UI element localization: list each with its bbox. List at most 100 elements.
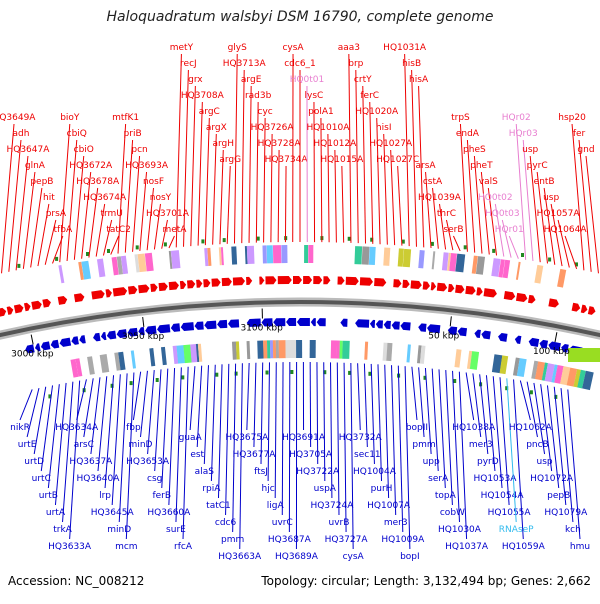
cog-block-reverse [310,340,316,358]
bottom-leader-line [371,364,374,464]
reverse-gene-arrow [204,321,217,330]
top-gene-label: cysA [282,43,304,53]
forward-gene-arrow [150,283,158,292]
bottom-leader-line [385,365,389,498]
reverse-gene-arrow [71,336,79,345]
top-leader-line [125,140,132,253]
bottom-leader-line [247,363,249,430]
bottom-gene-label: HQ1030A [438,525,482,535]
reverse-gene-arrow [340,319,347,327]
cog-block-forward [369,247,376,265]
bottom-gene-label: HQ3724A [310,501,354,511]
bottom-leader-line [105,375,113,488]
cog-block-forward [455,254,465,273]
bottom-gene-label: guaA [179,433,203,443]
rna-marker [136,245,139,249]
bottom-gene-label: HQ1072A [530,474,574,484]
top-gene-label: gnd [577,145,594,155]
top-gene-label: mtfK1 [112,113,139,123]
rna-marker [290,370,293,374]
bottom-gene-label: HQ1055A [488,508,532,518]
bottom-gene-label: kch [565,525,581,535]
top-leader-line [169,236,174,248]
top-leader-line [249,86,251,243]
top-gene-label: usp [543,193,559,203]
top-gene-label: pheT [470,161,493,171]
top-gene-label: argC [199,107,220,117]
cog-block-forward [273,245,281,263]
cog-block-forward [262,245,266,263]
top-gene-label: HQ1027C [376,155,419,165]
bottom-gene-label: bopII [406,423,428,433]
top-leader-line [586,156,598,273]
cog-block-reverse [285,340,290,358]
bottom-gene-label: cobW [440,508,465,518]
bottom-leader-line [561,388,573,522]
forward-gene-arrow [278,276,292,284]
top-gene-label: cbiQ [67,129,87,139]
cog-block-reverse [331,340,337,358]
tick-mark [450,316,451,326]
cog-block-forward [432,251,436,269]
top-gene-label: pepB [30,177,53,187]
top-gene-label: pheS [463,145,486,155]
top-gene-label: metY [170,43,194,53]
top-leader-line [111,236,119,255]
bottom-leader-line [331,362,332,498]
top-gene-label: HQ3693A [125,161,169,171]
reverse-gene-arrow [481,330,491,339]
reverse-gene-arrow [194,321,204,330]
top-gene-label: HQ1057A [537,209,581,219]
top-gene-label: hisA [409,75,429,85]
bottom-gene-label: HQ1038A [452,423,496,433]
forward-gene-arrow [393,279,402,288]
rna-marker [55,257,58,261]
bottom-gene-label: est [190,450,204,460]
bottom-leader-line [27,388,39,437]
top-gene-label: HQr03 [509,129,538,139]
forward-gene-arrow [159,282,169,291]
forward-gene-arrow [128,285,138,294]
top-gene-label: endA [456,129,480,139]
rna-marker [164,242,167,246]
top-gene-label: grx [188,75,203,85]
bottom-leader-line [204,365,208,464]
bottom-leader-line [169,368,175,505]
rna-marker [181,375,184,379]
bottom-gene-label: urtD [24,457,44,467]
top-gene-label: HQ3728A [258,139,302,149]
top-leader-line [264,118,266,242]
top-gene-label: argX [206,123,227,133]
cog-block-reverse [149,348,155,366]
top-gene-label: argH [212,139,234,149]
reverse-gene-arrow [317,318,326,326]
bottom-leader-line [34,387,46,454]
cog-block-reverse [270,340,273,358]
top-gene-label: valS [479,177,498,187]
top-gene-label: trmU [100,209,122,219]
genome-summary-label: Topology: circular; Length: 3,132,494 bp… [261,574,591,588]
bottom-leader-line [547,385,558,488]
rna-marker [348,237,351,241]
top-gene-label: HQ3647A [6,145,50,155]
bottom-leader-line [141,371,148,437]
top-gene-label: nosF [143,177,164,187]
cog-block-forward [97,259,105,278]
bottom-gene-label: HQ3722A [296,467,340,477]
bottom-gene-label: cysA [343,552,365,562]
tick-label: 3050 kbp [122,332,165,342]
bottom-gene-label: HQ3689A [275,552,319,562]
rna-marker [530,390,533,394]
top-gene-label: nosY [150,193,172,203]
forward-gene-arrow [169,281,180,290]
top-gene-label: fer [573,129,586,139]
cog-block-forward [403,249,411,267]
forward-gene-arrow [14,304,24,314]
bottom-gene-label: HQ3660A [147,508,191,518]
forward-gene-arrow [303,276,312,284]
rna-marker [431,242,434,246]
top-gene-label: HQ3713A [223,59,267,69]
top-gene-label: pcn [131,145,147,155]
bottom-gene-label: HQ3633A [48,542,92,552]
